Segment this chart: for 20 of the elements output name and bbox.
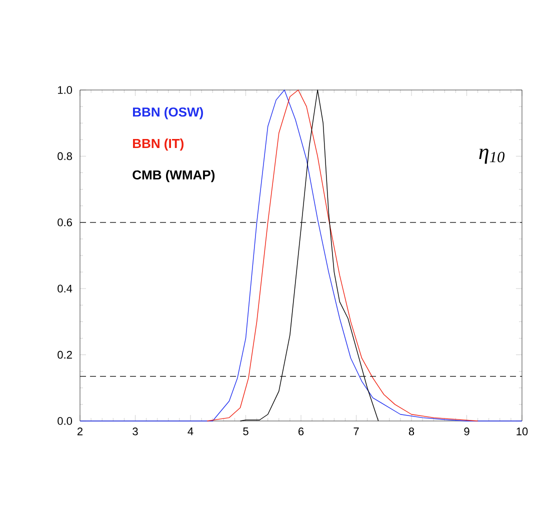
text: BBN (OSW) bbox=[133, 107, 203, 120]
y-tick-label: 0.0 bbox=[58, 417, 72, 425]
y-tick-label: 0.2 bbox=[58, 350, 72, 359]
text: BBN (IT) bbox=[133, 138, 184, 151]
line-series bbox=[80, 90, 522, 422]
y-tick-label: 0.8 bbox=[58, 152, 72, 160]
x-tick-label: 7 bbox=[354, 428, 359, 436]
annotation: η$_{10}$ bbox=[479, 148, 505, 164]
x-tick-label: 2 bbox=[77, 428, 83, 436]
y-tick-label: 1.0 bbox=[58, 86, 72, 94]
x-tick-label: 3 bbox=[132, 428, 138, 436]
x-tick-label: 10 bbox=[516, 428, 528, 436]
text: CMB (WMAP) bbox=[132, 170, 215, 182]
x-tick-label: 8 bbox=[408, 428, 414, 436]
y-tick-label: 0.6 bbox=[58, 218, 72, 226]
x-tick-label: 6 bbox=[298, 428, 304, 436]
x-tick-label: 5 bbox=[243, 428, 248, 436]
x-tick-label: 9 bbox=[464, 428, 470, 436]
x-tick-label: 4 bbox=[188, 428, 194, 436]
y-tick-label: 0.4 bbox=[58, 284, 72, 292]
